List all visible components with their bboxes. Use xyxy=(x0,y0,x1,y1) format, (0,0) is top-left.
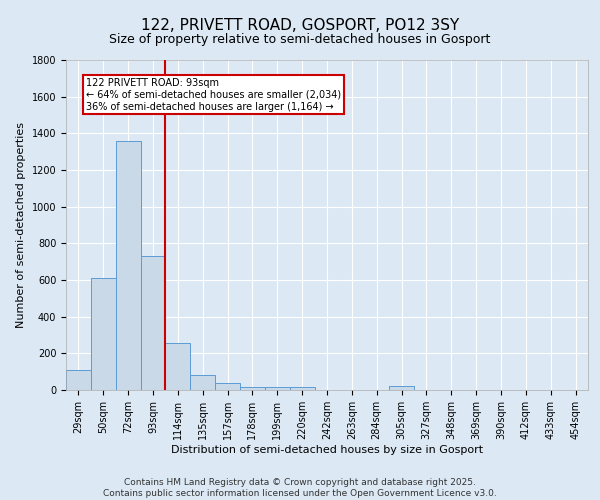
Bar xyxy=(91,278,116,390)
Y-axis label: Number of semi-detached properties: Number of semi-detached properties xyxy=(16,122,26,328)
Bar xyxy=(240,386,265,390)
Bar xyxy=(116,140,140,390)
X-axis label: Distribution of semi-detached houses by size in Gosport: Distribution of semi-detached houses by … xyxy=(171,444,483,454)
Bar xyxy=(290,387,314,390)
Bar xyxy=(265,387,290,390)
Bar xyxy=(166,343,190,390)
Bar xyxy=(140,256,166,390)
Bar xyxy=(389,386,414,390)
Text: 122, PRIVETT ROAD, GOSPORT, PO12 3SY: 122, PRIVETT ROAD, GOSPORT, PO12 3SY xyxy=(141,18,459,32)
Bar xyxy=(215,383,240,390)
Text: Size of property relative to semi-detached houses in Gosport: Size of property relative to semi-detach… xyxy=(109,32,491,46)
Text: Contains HM Land Registry data © Crown copyright and database right 2025.
Contai: Contains HM Land Registry data © Crown c… xyxy=(103,478,497,498)
Bar xyxy=(190,376,215,390)
Text: 122 PRIVETT ROAD: 93sqm
← 64% of semi-detached houses are smaller (2,034)
36% of: 122 PRIVETT ROAD: 93sqm ← 64% of semi-de… xyxy=(86,78,341,112)
Bar xyxy=(66,370,91,390)
